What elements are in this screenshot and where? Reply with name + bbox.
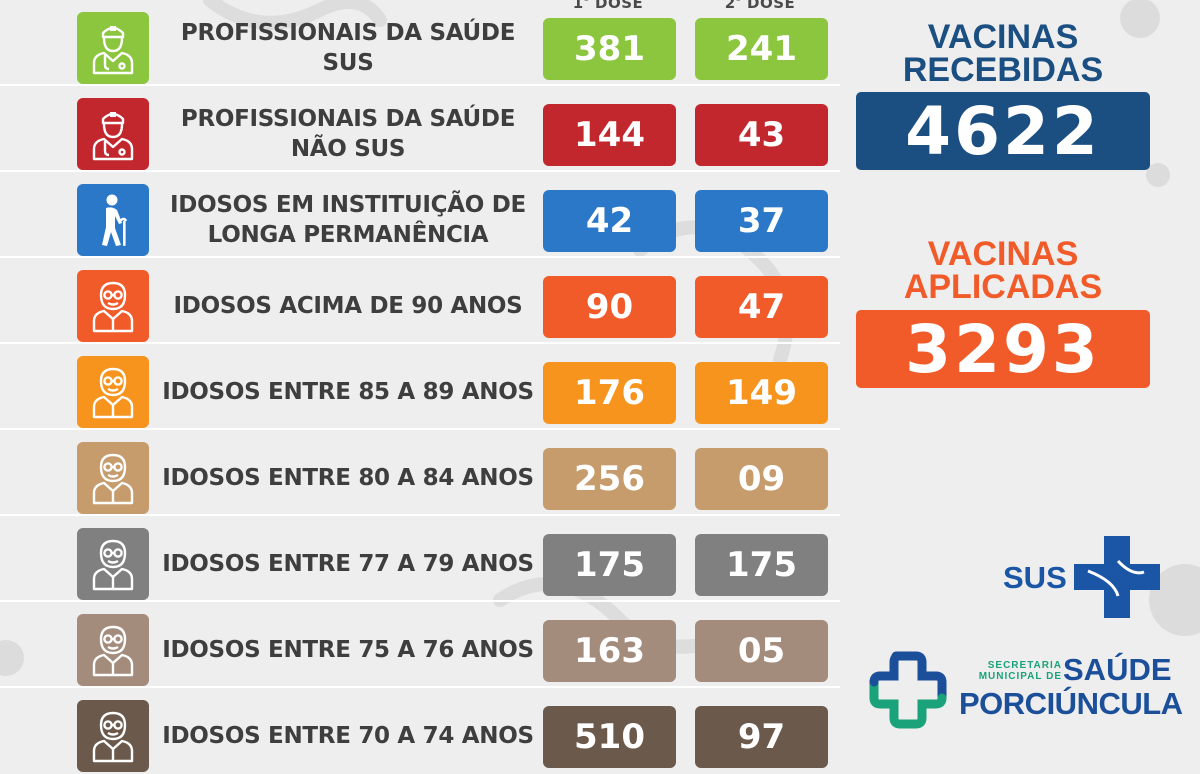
group-label: IDOSOS ENTRE 85 A 89 ANOS bbox=[162, 379, 534, 405]
row-icon-tile bbox=[77, 98, 149, 170]
row-icon-tile bbox=[77, 528, 149, 600]
dose2-value: 241 bbox=[695, 18, 828, 80]
row-icon-tile bbox=[77, 184, 149, 256]
table-row: IDOSOS ENTRE 75 A 76 ANOS 163 05 bbox=[0, 602, 840, 688]
group-label: PROFISSIONAIS DA SAÚDE SUS bbox=[180, 20, 516, 76]
group-label: IDOSOS ENTRE 70 A 74 ANOS bbox=[162, 723, 534, 749]
table-row: IDOSOS ENTRE 77 A 79 ANOS 175 175 bbox=[0, 516, 840, 602]
elderly-cane-icon bbox=[90, 193, 136, 247]
row-divider bbox=[0, 686, 840, 688]
group-label: IDOSOS ENTRE 75 A 76 ANOS bbox=[162, 637, 534, 663]
elderly-person-icon bbox=[90, 537, 136, 591]
row-icon-tile bbox=[77, 614, 149, 686]
dose1-value: 144 bbox=[543, 104, 676, 166]
dose1-header: 1ª DOSE bbox=[572, 0, 644, 12]
row-divider bbox=[0, 342, 840, 344]
elderly-person-icon bbox=[90, 623, 136, 677]
dose1-value: 176 bbox=[543, 362, 676, 424]
sus-cross-icon bbox=[1074, 536, 1160, 618]
vaccines-received-title: VACINAS RECEBIDAS bbox=[902, 18, 1104, 89]
sus-logo: SUS bbox=[1003, 536, 1163, 618]
saude-text: SAÚDE bbox=[1063, 652, 1172, 687]
row-icon-tile bbox=[77, 12, 149, 84]
dose2-value: 05 bbox=[695, 620, 828, 682]
group-label: IDOSOS ACIMA DE 90 ANOS bbox=[173, 293, 523, 319]
row-divider bbox=[0, 84, 840, 86]
row-divider bbox=[0, 170, 840, 172]
row-icon-tile bbox=[77, 270, 149, 342]
dose1-value: 90 bbox=[543, 276, 676, 338]
dose1-value: 42 bbox=[543, 190, 676, 252]
elderly-person-icon bbox=[90, 365, 136, 419]
group-label: IDOSOS ENTRE 77 A 79 ANOS bbox=[162, 551, 534, 577]
dose2-value: 43 bbox=[695, 104, 828, 166]
row-icon-tile bbox=[77, 442, 149, 514]
row-icon-tile bbox=[77, 700, 149, 772]
row-divider bbox=[0, 256, 840, 258]
vaccines-applied-title: VACINAS APLICADAS bbox=[903, 235, 1103, 306]
dose2-header: 2ª DOSE bbox=[724, 0, 796, 12]
health-professional-icon bbox=[90, 107, 136, 161]
table-row: IDOSOS ENTRE 70 A 74 ANOS 510 97 bbox=[0, 688, 840, 774]
row-icon-tile bbox=[77, 356, 149, 428]
sus-logo-text: SUS bbox=[1003, 560, 1067, 595]
table-row: IDOSOS EM INSTITUIÇÃO DE LONGA PERMANÊNC… bbox=[0, 172, 840, 258]
secretaria-saude-logo: SECRETARIA MUNICIPAL DE SAÚDE PORCIÚNCUL… bbox=[866, 646, 1183, 730]
dose2-value: 37 bbox=[695, 190, 828, 252]
row-divider bbox=[0, 514, 840, 516]
vaccines-applied-value: 3293 bbox=[856, 310, 1150, 388]
dose1-value: 175 bbox=[543, 534, 676, 596]
dose1-value: 510 bbox=[543, 706, 676, 768]
row-divider bbox=[0, 428, 840, 430]
table-row: PROFISSIONAIS DA SAÚDE SUS 381 241 bbox=[0, 0, 840, 86]
table-row: IDOSOS ACIMA DE 90 ANOS 90 47 bbox=[0, 258, 840, 344]
dose2-value: 149 bbox=[695, 362, 828, 424]
secretaria-municipal-text: SECRETARIA MUNICIPAL DE bbox=[978, 660, 1062, 682]
elderly-person-icon bbox=[90, 709, 136, 763]
dose2-value: 09 bbox=[695, 448, 828, 510]
dose1-value: 256 bbox=[543, 448, 676, 510]
group-label: IDOSOS EM INSTITUIÇÃO DE LONGA PERMANÊNC… bbox=[170, 192, 526, 248]
table-row: PROFISSIONAIS DA SAÚDE NÃO SUS 144 43 bbox=[0, 86, 840, 172]
dose1-value: 381 bbox=[543, 18, 676, 80]
group-label: IDOSOS ENTRE 80 A 84 ANOS bbox=[162, 465, 534, 491]
dose2-value: 47 bbox=[695, 276, 828, 338]
dose2-value: 97 bbox=[695, 706, 828, 768]
health-professional-icon bbox=[90, 21, 136, 75]
secretaria-cross-icon bbox=[869, 651, 947, 729]
row-divider bbox=[0, 600, 840, 602]
table-row: IDOSOS ENTRE 80 A 84 ANOS 256 09 bbox=[0, 430, 840, 516]
elderly-person-icon bbox=[90, 451, 136, 505]
vaccines-received-value: 4622 bbox=[856, 92, 1150, 170]
city-name: PORCIÚNCULA bbox=[959, 686, 1183, 721]
dose1-value: 163 bbox=[543, 620, 676, 682]
dose2-value: 175 bbox=[695, 534, 828, 596]
table-row: IDOSOS ENTRE 85 A 89 ANOS 176 149 bbox=[0, 344, 840, 430]
elderly-person-icon bbox=[90, 279, 136, 333]
group-label: PROFISSIONAIS DA SAÚDE NÃO SUS bbox=[180, 106, 516, 162]
